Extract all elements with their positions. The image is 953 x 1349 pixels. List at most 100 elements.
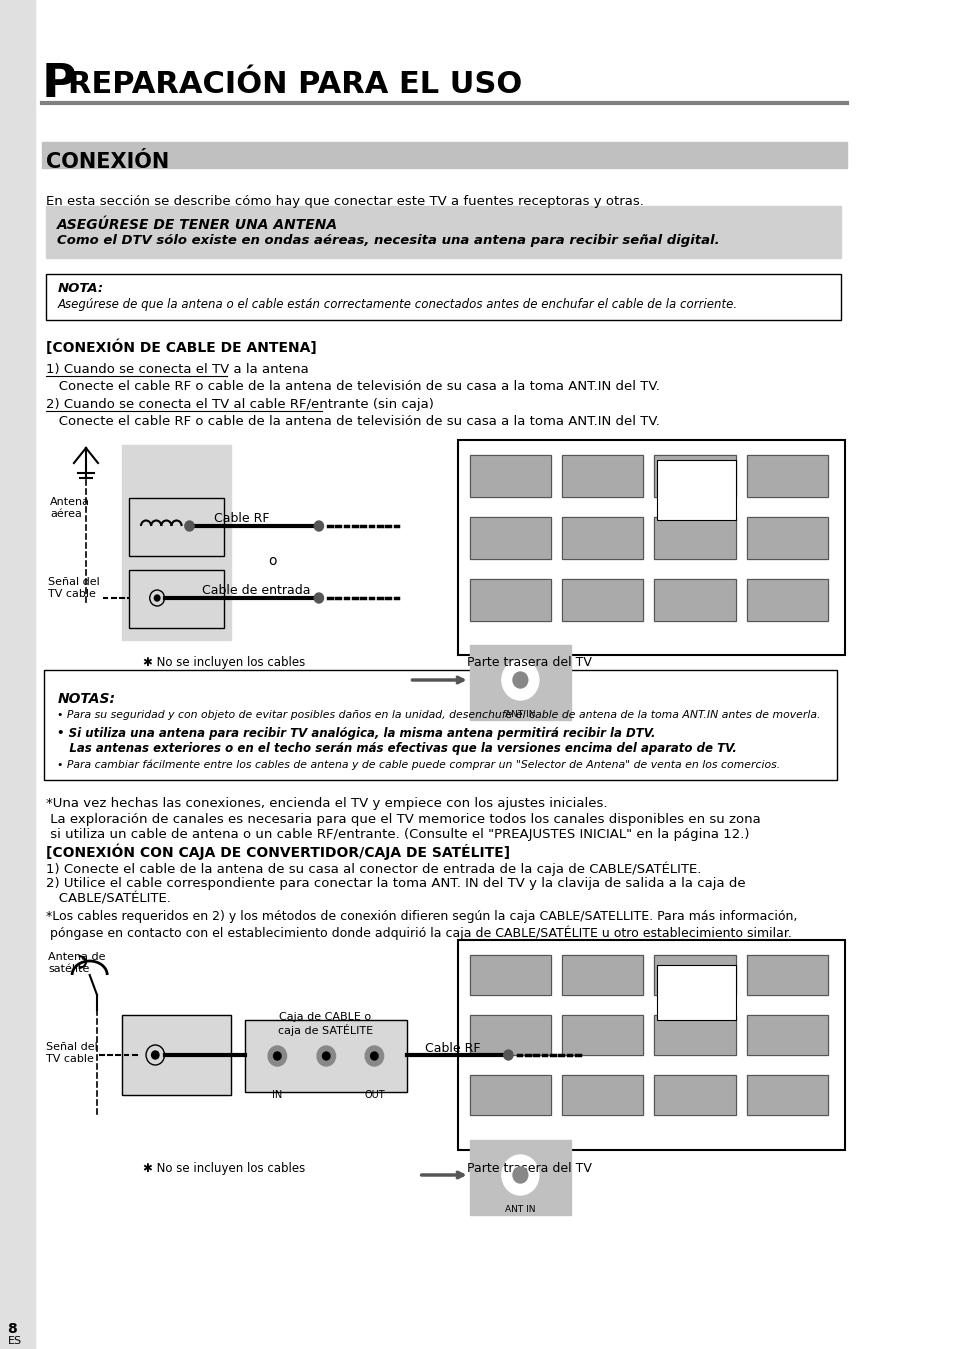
Bar — [469, 645, 571, 720]
Text: Antena
aérea: Antena aérea — [50, 496, 90, 518]
Text: Cable RF: Cable RF — [425, 1041, 480, 1055]
Text: La exploración de canales es necesaria para que el TV memorice todos los canales: La exploración de canales es necesaria p… — [46, 813, 760, 826]
Text: • Para su seguridad y con objeto de evitar posibles daños en la unidad, desenchu: • Para su seguridad y con objeto de evit… — [57, 710, 820, 720]
Bar — [561, 579, 642, 621]
Circle shape — [503, 1050, 513, 1060]
Bar — [746, 455, 827, 496]
Text: *Los cables requeridos en 2) y los métodos de conexión difieren según la caja CA: *Los cables requeridos en 2) y los métod… — [46, 911, 797, 923]
Circle shape — [274, 1052, 281, 1060]
Bar — [561, 517, 642, 558]
Bar — [561, 1014, 642, 1055]
Bar — [654, 455, 735, 496]
Text: Conecte el cable RF o cable de la antena de televisión de su casa a la toma ANT.: Conecte el cable RF o cable de la antena… — [46, 380, 659, 393]
Circle shape — [146, 1045, 164, 1064]
Bar — [469, 455, 550, 496]
Circle shape — [314, 521, 323, 532]
Bar — [245, 1020, 406, 1091]
Circle shape — [513, 672, 527, 688]
Text: ANT IN: ANT IN — [504, 710, 535, 719]
Bar — [469, 1075, 550, 1116]
Text: OUT: OUT — [364, 1090, 384, 1099]
Bar — [746, 579, 827, 621]
Text: Cable RF: Cable RF — [214, 513, 270, 525]
Text: Como el DTV sólo existe en ondas aéreas, necesita una antena para recibir señal : Como el DTV sólo existe en ondas aéreas,… — [57, 233, 720, 247]
Bar — [469, 1140, 571, 1215]
Bar — [654, 955, 735, 996]
Text: Señal del
TV cable: Señal del TV cable — [48, 577, 100, 599]
Text: CABLE/SATÉLITE.: CABLE/SATÉLITE. — [46, 892, 171, 905]
Bar — [46, 206, 841, 258]
Bar — [469, 579, 550, 621]
Bar — [654, 1075, 735, 1116]
Bar — [746, 455, 827, 496]
Text: • Para cambiar fácilmente entre los cables de antena y de cable puede comprar un: • Para cambiar fácilmente entre los cabl… — [57, 759, 780, 769]
Text: ES: ES — [8, 1336, 22, 1346]
Text: Asegúrese de que la antena o el cable están correctamente conectados antes de en: Asegúrese de que la antena o el cable es… — [57, 298, 737, 312]
Circle shape — [322, 1052, 330, 1060]
Text: IN: IN — [272, 1090, 282, 1099]
Bar — [561, 455, 642, 496]
Text: 8: 8 — [8, 1322, 17, 1336]
Text: NOTAS:: NOTAS: — [57, 692, 115, 706]
Bar — [657, 965, 735, 1020]
Bar — [654, 1075, 735, 1116]
Bar — [746, 517, 827, 558]
Bar — [654, 1014, 735, 1055]
Bar — [561, 579, 642, 621]
Bar — [561, 1075, 642, 1116]
Bar — [561, 1075, 642, 1116]
Text: *Una vez hechas las conexiones, encienda el TV y empiece con los ajustes inicial: *Una vez hechas las conexiones, encienda… — [46, 797, 607, 809]
Bar — [746, 955, 827, 996]
Text: En esta sección se describe cómo hay que conectar este TV a fuentes receptoras y: En esta sección se describe cómo hay que… — [46, 196, 643, 208]
Bar — [469, 1075, 550, 1116]
Bar — [469, 1014, 550, 1055]
Circle shape — [501, 660, 538, 700]
Bar — [654, 517, 735, 558]
Bar — [458, 940, 844, 1149]
Bar — [746, 517, 827, 558]
Text: Parte trasera del TV: Parte trasera del TV — [466, 656, 591, 669]
Text: P: P — [42, 62, 76, 107]
Text: ✱ No se incluyen los cables: ✱ No se incluyen los cables — [143, 1161, 305, 1175]
Bar — [654, 1014, 735, 1055]
Circle shape — [513, 1167, 527, 1183]
Bar — [561, 955, 642, 996]
Bar — [469, 955, 550, 996]
Circle shape — [314, 594, 323, 603]
Bar — [746, 955, 827, 996]
Circle shape — [154, 595, 160, 602]
Text: [CONEXIÓN DE CABLE DE ANTENA]: [CONEXIÓN DE CABLE DE ANTENA] — [46, 340, 316, 356]
Bar — [657, 460, 735, 519]
Bar — [122, 1014, 231, 1095]
Bar — [46, 274, 841, 320]
Text: CONEXIÓN: CONEXIÓN — [46, 152, 170, 173]
Circle shape — [185, 521, 193, 532]
Bar — [42, 142, 846, 169]
Text: • Si utiliza una antena para recibir TV analógica, la misma antena permitirá rec: • Si utiliza una antena para recibir TV … — [57, 727, 655, 741]
Circle shape — [365, 1045, 383, 1066]
Bar — [746, 1075, 827, 1116]
Bar — [122, 445, 231, 639]
Bar — [469, 1014, 550, 1055]
Bar — [654, 517, 735, 558]
Text: Señal del
TV cable: Señal del TV cable — [46, 1041, 98, 1063]
Bar — [245, 1020, 406, 1091]
Text: Parte trasera del TV: Parte trasera del TV — [466, 1161, 591, 1175]
Bar — [122, 1014, 231, 1095]
Bar — [561, 455, 642, 496]
Circle shape — [371, 1052, 377, 1060]
Circle shape — [150, 590, 164, 606]
Bar — [45, 670, 837, 780]
Bar — [746, 1014, 827, 1055]
Circle shape — [152, 1051, 159, 1059]
Bar — [469, 455, 550, 496]
Bar — [561, 517, 642, 558]
Text: o: o — [268, 554, 276, 568]
Bar — [654, 955, 735, 996]
Bar — [469, 517, 550, 558]
Text: [CONEXIÓN CON CAJA DE CONVERTIDOR/CAJA DE SATÉLITE]: [CONEXIÓN CON CAJA DE CONVERTIDOR/CAJA D… — [46, 844, 510, 861]
Bar — [654, 455, 735, 496]
Text: NOTA:: NOTA: — [57, 282, 103, 295]
Text: póngase en contacto con el establecimiento donde adquirió la caja de CABLE/SATÉL: póngase en contacto con el establecimien… — [46, 925, 791, 939]
Text: 1) Conecte el cable de la antena de su casa al conector de entrada de la caja de: 1) Conecte el cable de la antena de su c… — [46, 861, 700, 876]
